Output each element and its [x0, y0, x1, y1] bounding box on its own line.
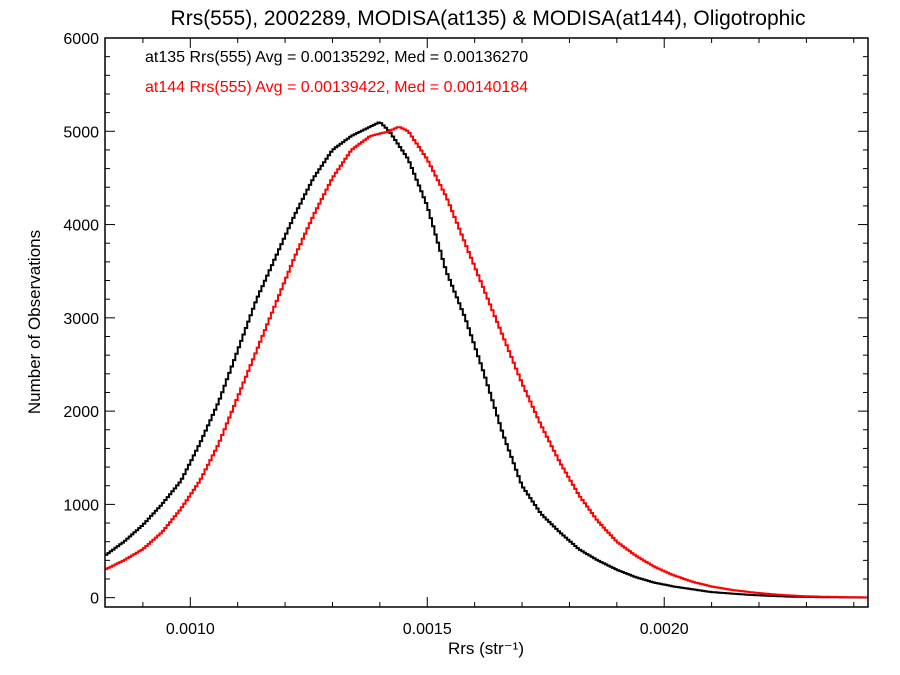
y-tick-label: 3000 [63, 311, 99, 328]
series-layer [105, 121, 868, 599]
y-axis-ticks: 0 1000 2000 3000 4000 5000 6000 [63, 31, 868, 608]
series-1-histogram [105, 126, 868, 599]
y-tick-label: 0 [90, 591, 99, 608]
y-axis-label: Number of Observations [25, 230, 44, 414]
y-tick-label: 5000 [63, 124, 99, 141]
x-axis-label: Rrs (str⁻¹) [448, 639, 524, 658]
y-tick-label: 1000 [63, 497, 99, 514]
y-tick-label: 2000 [63, 404, 99, 421]
y-tick-label: 6000 [63, 31, 99, 48]
x-tick-label: 0.0020 [640, 621, 689, 638]
x-tick-label: 0.0010 [166, 621, 215, 638]
plot-frame [104, 37, 869, 608]
y-tick-label: 4000 [63, 218, 99, 235]
legend-entry-at135: at135 Rrs(555) Avg = 0.00135292, Med = 0… [145, 49, 528, 66]
legend-entry-at144: at144 Rrs(555) Avg = 0.00139422, Med = 0… [145, 79, 528, 96]
chart-title: Rrs(555), 2002289, MODISA(at135) & MODIS… [171, 7, 806, 30]
series-0-histogram [105, 121, 868, 599]
x-axis-ticks: 0.0010 0.0015 0.0020 [142, 38, 855, 638]
x-tick-label: 0.0015 [403, 621, 452, 638]
